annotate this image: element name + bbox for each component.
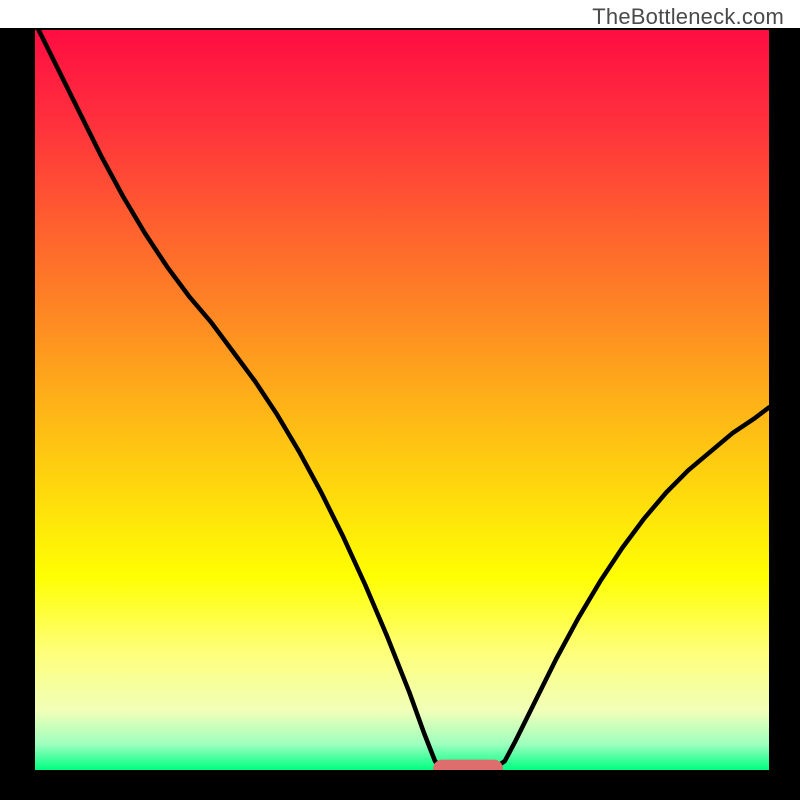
- bottleneck-chart: TheBottleneck.com: [0, 0, 800, 800]
- plot-background-gradient: [35, 30, 769, 770]
- watermark-text: TheBottleneck.com: [592, 4, 784, 30]
- chart-svg: [0, 0, 800, 800]
